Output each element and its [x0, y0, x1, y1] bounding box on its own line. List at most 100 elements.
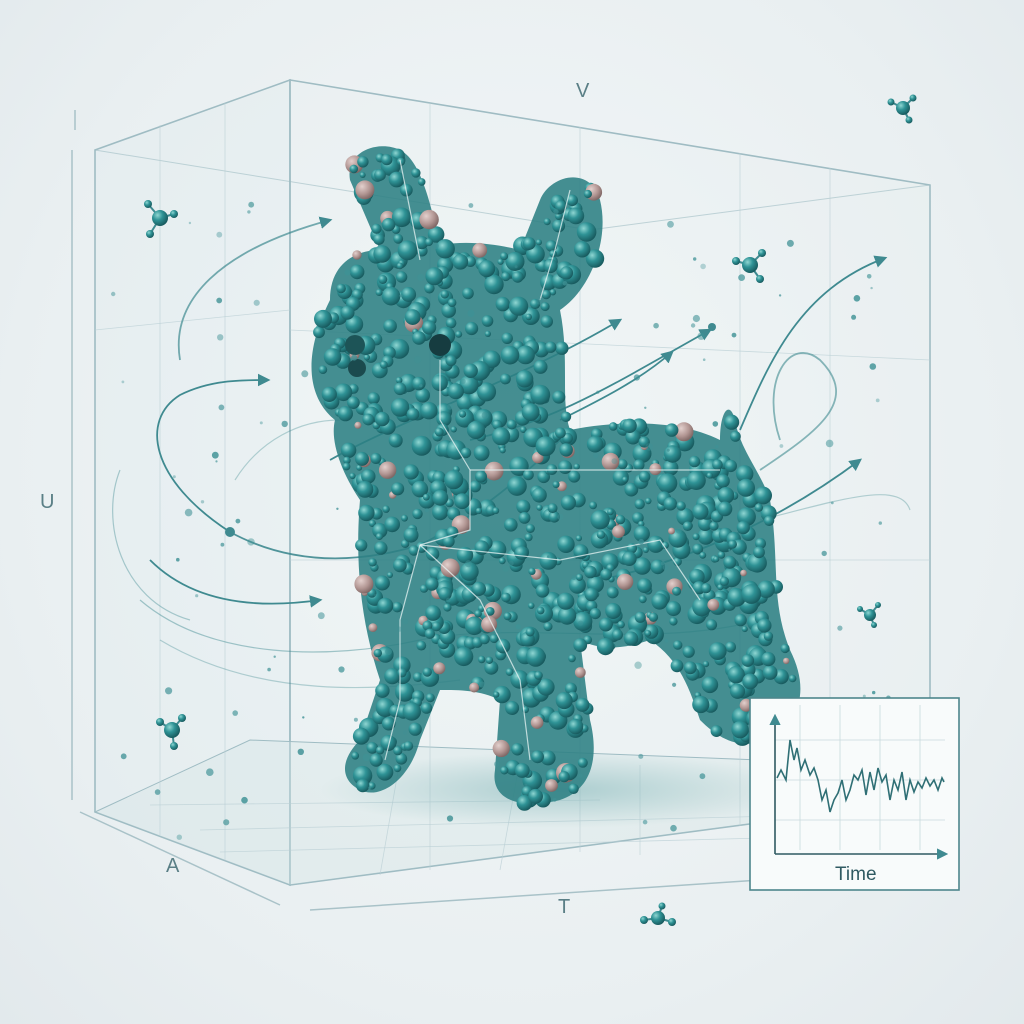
dog-particle: [440, 290, 449, 299]
dog-particle: [337, 406, 353, 422]
dog-particle: [701, 583, 712, 594]
free-particle: [220, 542, 225, 547]
dog-particle: [701, 676, 719, 694]
free-particle: [494, 761, 500, 767]
dog-particle: [478, 655, 486, 664]
dog-particle: [585, 249, 605, 268]
dog-particle: [477, 382, 497, 402]
dog-particle: [499, 447, 506, 454]
dog-particle: [699, 551, 707, 559]
free-particle: [547, 555, 550, 558]
dog-particle: [741, 584, 762, 604]
dog-particle: [633, 525, 650, 542]
dog-particle: [376, 763, 394, 781]
free-particle: [557, 513, 564, 521]
dog-particle: [741, 626, 748, 633]
dog-nose: [345, 335, 365, 355]
free-particle: [121, 380, 125, 384]
free-particles: [111, 201, 891, 840]
free-particle: [502, 565, 509, 572]
dog-particle: [717, 584, 724, 591]
dog-particle: [710, 725, 723, 737]
dog-particle: [589, 501, 597, 510]
dog-particle: [402, 702, 421, 721]
dog-particle: [406, 407, 420, 421]
dog-particle: [445, 317, 457, 329]
inset-time-plot: Time: [749, 697, 960, 891]
dog-particle: [540, 302, 550, 312]
axis-label-v: V: [576, 80, 590, 102]
dog-particle: [525, 627, 535, 637]
dog-particle: [425, 577, 439, 591]
free-particle: [317, 612, 325, 620]
dog-particle: [584, 587, 599, 602]
dog-particle: [485, 607, 495, 616]
dog-particle: [657, 473, 678, 494]
dog-particle: [352, 250, 362, 260]
free-particle: [837, 625, 843, 631]
dog-particle: [533, 359, 548, 374]
dog-particle: [682, 645, 695, 658]
dog-particle: [497, 258, 504, 265]
free-particle: [778, 294, 782, 297]
free-particle: [247, 538, 255, 546]
molecule-icon: [887, 94, 917, 124]
dog-particle: [598, 617, 613, 632]
free-particle: [432, 242, 439, 250]
dog-particle: [511, 271, 524, 283]
dog-particle: [359, 172, 366, 178]
dog-particle: [501, 332, 513, 344]
free-particle: [478, 681, 486, 688]
free-particle: [336, 507, 339, 510]
free-particle: [653, 322, 659, 329]
dog-particle: [535, 436, 556, 457]
dog-particle: [692, 597, 712, 617]
dog-particle: [634, 498, 645, 510]
dog-particle: [661, 541, 669, 550]
dog-particle: [525, 524, 535, 533]
free-particle: [690, 323, 696, 328]
free-particle: [267, 667, 271, 672]
free-particle: [578, 620, 584, 626]
dog-particle: [754, 503, 763, 512]
dog-particle: [382, 505, 390, 513]
dog-particle: [492, 427, 511, 446]
dog-particle: [601, 452, 620, 471]
dog-particle: [736, 521, 750, 535]
dog-particle: [673, 640, 683, 650]
dog-particle: [622, 476, 628, 483]
dog-particle: [484, 330, 491, 337]
dog-particle: [716, 474, 730, 488]
free-particle: [218, 404, 225, 411]
dog-particle: [373, 233, 385, 245]
dog-particle: [666, 601, 681, 617]
dog-particle: [754, 486, 772, 505]
dog-particle: [412, 331, 426, 345]
dog-particle: [728, 539, 737, 549]
dog-particle: [547, 503, 558, 514]
dog-particle: [651, 593, 668, 610]
dog-particle: [644, 630, 652, 637]
dog-particle: [611, 629, 624, 641]
free-particle: [248, 201, 255, 208]
dog-particle: [670, 659, 684, 673]
dog-particle: [475, 470, 487, 483]
dog-particle: [401, 514, 408, 522]
free-particle: [446, 597, 451, 603]
dog-particle: [706, 472, 713, 479]
dog-particle: [440, 558, 460, 578]
free-particle: [396, 626, 403, 632]
dog-particle: [411, 168, 421, 178]
free-particle: [738, 274, 745, 281]
free-particle: [628, 474, 636, 482]
dog-particle: [552, 390, 566, 404]
dog-particle: [683, 661, 697, 675]
dog-particle: [425, 267, 444, 286]
dog-particle: [568, 783, 579, 794]
free-particle: [712, 421, 719, 427]
dog-particle: [411, 435, 432, 456]
dog-particle: [713, 556, 720, 563]
dog-particle: [431, 621, 442, 632]
dog-particle: [568, 576, 586, 594]
